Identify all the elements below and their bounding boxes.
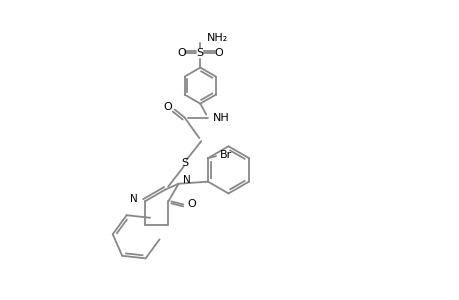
Text: N: N	[182, 175, 190, 185]
Text: N: N	[130, 194, 138, 204]
Text: O: O	[214, 48, 223, 58]
Text: S: S	[181, 158, 188, 168]
Text: O: O	[163, 102, 172, 112]
Text: O: O	[177, 48, 185, 58]
Text: Br: Br	[219, 150, 232, 160]
Text: O: O	[187, 200, 196, 209]
Text: NH₂: NH₂	[207, 33, 228, 43]
Text: S: S	[196, 48, 203, 58]
Text: NH: NH	[213, 112, 230, 122]
